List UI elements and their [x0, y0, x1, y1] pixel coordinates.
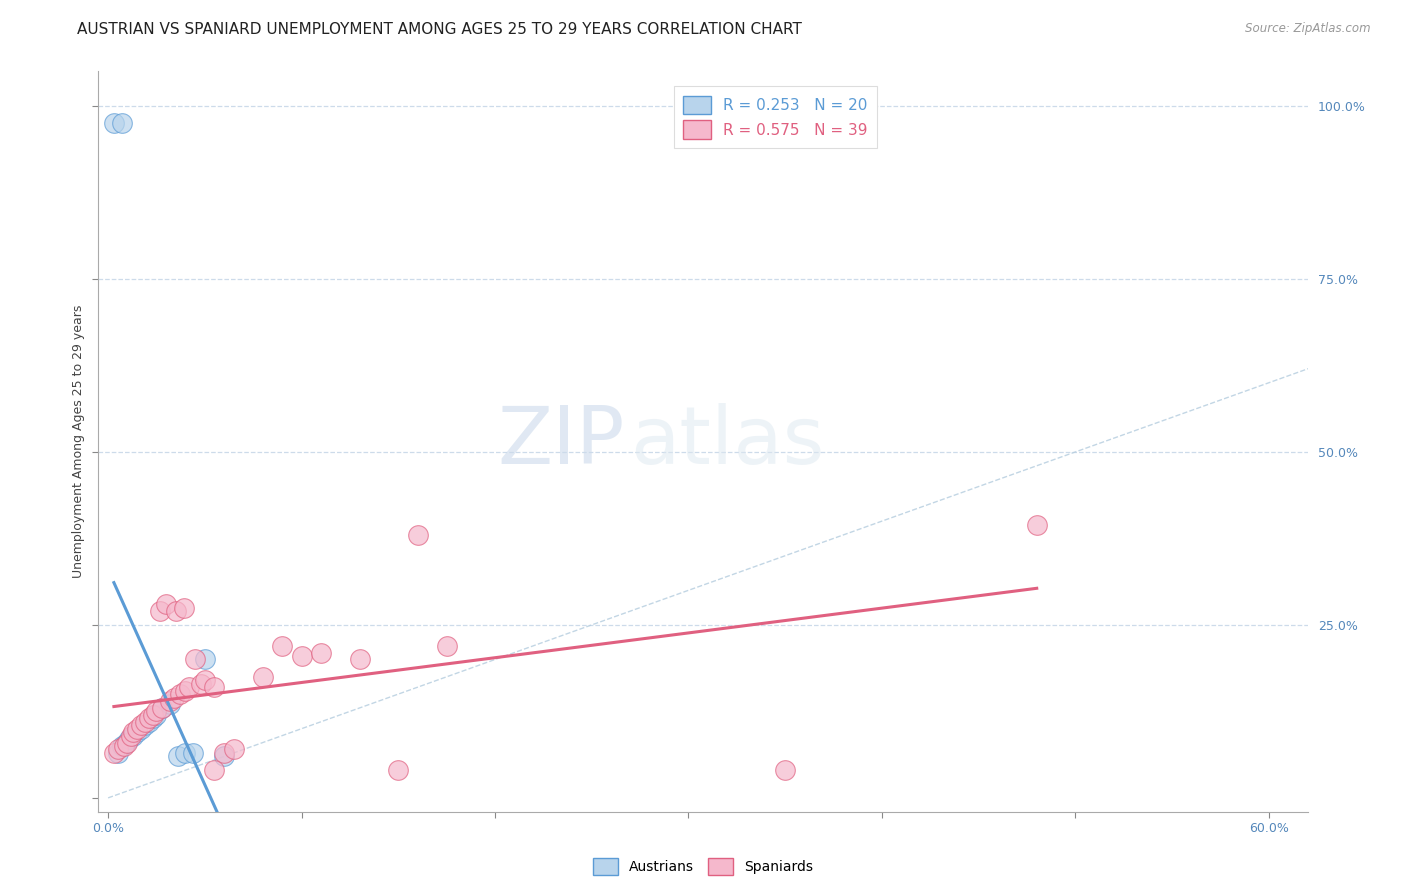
Point: [155, 597, 177, 611]
Point: [349, 652, 371, 666]
Point: [387, 763, 409, 777]
Point: [290, 648, 312, 663]
Legend: R = 0.253   N = 20, R = 0.575   N = 39: R = 0.253 N = 20, R = 0.575 N = 39: [675, 87, 877, 148]
Point: [271, 639, 294, 653]
Point: [150, 701, 173, 715]
Point: [309, 646, 332, 660]
Point: [194, 673, 217, 688]
Legend: Austrians, Spaniards: Austrians, Spaniards: [588, 853, 818, 880]
Point: [117, 735, 139, 749]
Point: [122, 725, 145, 739]
Point: [120, 729, 142, 743]
Point: [773, 763, 796, 777]
Point: [212, 749, 235, 764]
Point: [222, 742, 245, 756]
Point: [194, 652, 217, 666]
Point: [406, 528, 429, 542]
Point: [169, 687, 191, 701]
Point: [204, 680, 226, 694]
Point: [173, 600, 195, 615]
Point: [111, 116, 134, 130]
Text: Source: ZipAtlas.com: Source: ZipAtlas.com: [1246, 22, 1371, 36]
Point: [118, 732, 141, 747]
Point: [174, 683, 197, 698]
Point: [129, 722, 152, 736]
Point: [134, 714, 156, 729]
Point: [149, 604, 172, 618]
Point: [212, 746, 235, 760]
Point: [107, 746, 129, 760]
Point: [159, 694, 181, 708]
Point: [114, 735, 136, 749]
Point: [166, 749, 188, 764]
Point: [138, 714, 160, 729]
Point: [142, 711, 165, 725]
Text: ZIP: ZIP: [498, 402, 624, 481]
Point: [127, 725, 149, 739]
Point: [159, 698, 181, 712]
Point: [174, 746, 197, 760]
Point: [1025, 517, 1047, 532]
Point: [112, 739, 135, 753]
Text: atlas: atlas: [630, 402, 825, 481]
Point: [190, 676, 212, 690]
Point: [163, 690, 186, 705]
Point: [181, 746, 204, 760]
Point: [142, 707, 165, 722]
Point: [122, 729, 145, 743]
Point: [111, 739, 134, 753]
Point: [436, 639, 458, 653]
Point: [103, 116, 125, 130]
Y-axis label: Unemployment Among Ages 25 to 29 years: Unemployment Among Ages 25 to 29 years: [72, 305, 84, 578]
Text: AUSTRIAN VS SPANIARD UNEMPLOYMENT AMONG AGES 25 TO 29 YEARS CORRELATION CHART: AUSTRIAN VS SPANIARD UNEMPLOYMENT AMONG …: [77, 22, 803, 37]
Point: [145, 707, 167, 722]
Point: [103, 746, 125, 760]
Point: [129, 718, 152, 732]
Point: [145, 705, 167, 719]
Point: [127, 722, 149, 736]
Point: [252, 670, 274, 684]
Point: [179, 680, 201, 694]
Point: [204, 763, 226, 777]
Point: [165, 604, 187, 618]
Point: [107, 742, 129, 756]
Point: [134, 718, 156, 732]
Point: [184, 652, 207, 666]
Point: [138, 711, 160, 725]
Point: [150, 701, 173, 715]
